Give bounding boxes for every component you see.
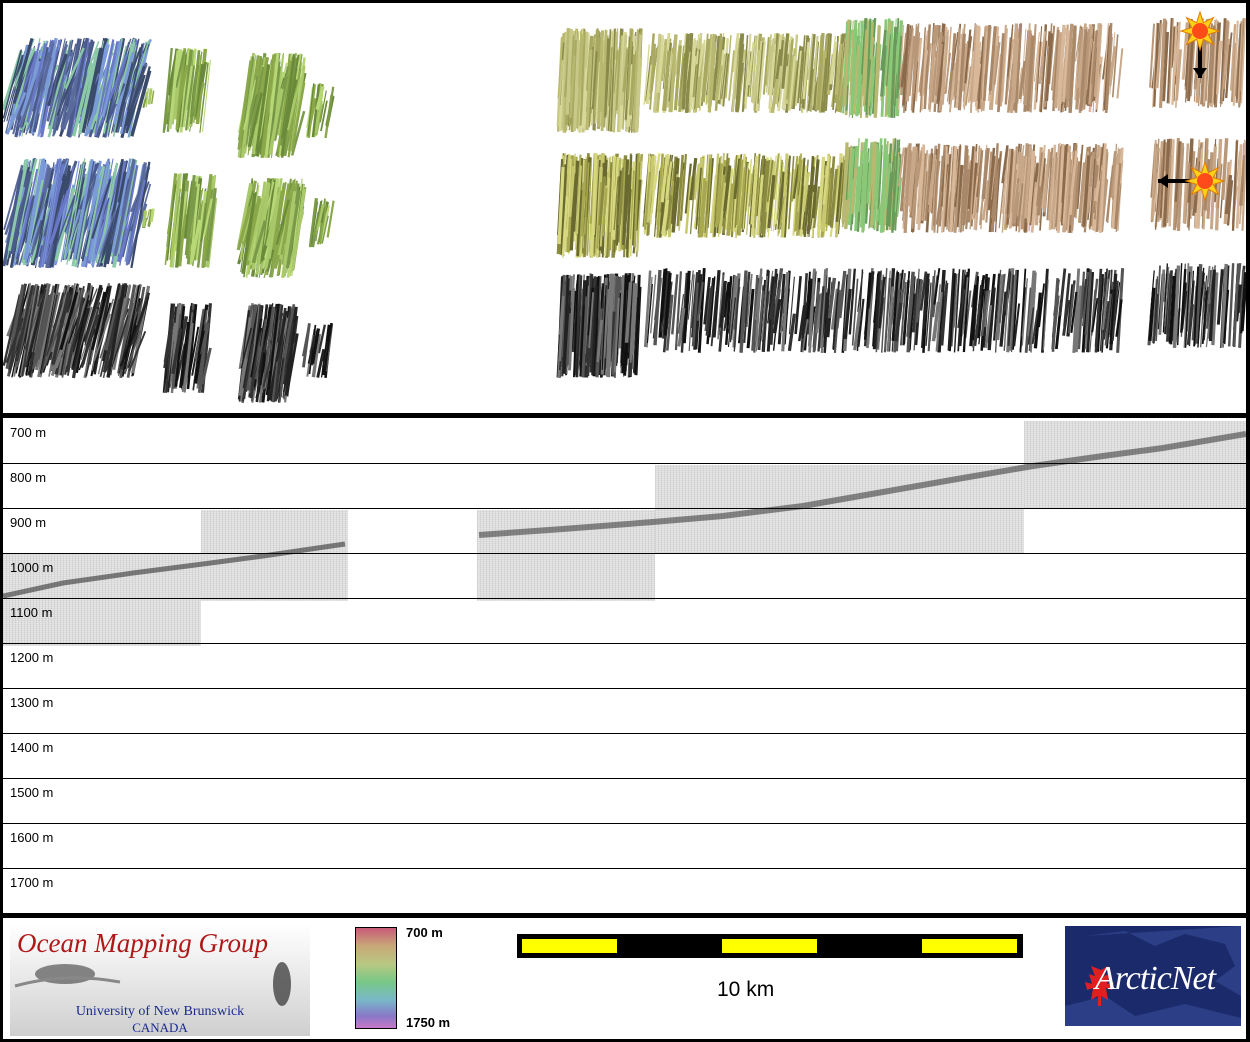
survey-swath [301, 322, 334, 379]
depth-gridline [3, 553, 1246, 554]
depth-label: 1300 m [10, 695, 54, 710]
colorbar-top-label: 700 m [406, 925, 443, 940]
depth-gridline [3, 463, 1246, 464]
survey-swath [556, 273, 642, 378]
survey-swath [1147, 263, 1246, 349]
ocean-mapping-group-logo: Ocean Mapping Group University of New Br… [10, 924, 310, 1036]
depth-label: 1200 m [10, 650, 54, 665]
depth-gridline [3, 508, 1246, 509]
sun-illumination-icon-north [1179, 10, 1221, 52]
survey-swath [164, 173, 218, 269]
sonar-fish-icon [14, 962, 291, 1006]
survey-swath [236, 177, 307, 279]
survey-swath [142, 88, 155, 108]
depth-gridline [3, 823, 1246, 824]
seabed-trace [3, 541, 346, 599]
depth-gridline [3, 688, 1246, 689]
depth-label: 1600 m [10, 830, 54, 845]
survey-swath [3, 37, 152, 139]
survey-swath [643, 267, 1125, 354]
scale-label: 10 km [717, 978, 775, 1001]
depth-label: 1400 m [10, 740, 54, 755]
survey-swath [556, 153, 644, 258]
survey-swath [162, 302, 212, 394]
survey-swath [3, 157, 152, 269]
legend-footer: Ocean Mapping Group University of New Br… [3, 918, 1246, 1039]
depth-label: 800 m [10, 470, 47, 485]
depth-profile-panel: 700 m 800 m 900 m 1000 m 1100 m 1200 m 1300 m 1… [3, 418, 1246, 913]
depth-colorbar [355, 927, 397, 1029]
seabed-profile [3, 431, 1246, 599]
survey-swath [897, 22, 1124, 114]
depth-gridline [3, 733, 1246, 734]
scale-bar [517, 934, 1023, 958]
survey-swath [141, 208, 155, 229]
survey-swath [842, 17, 904, 119]
sun-illumination-icon-east [1184, 160, 1226, 202]
scale-bar-segment [722, 939, 817, 953]
bathymetry-strips [3, 10, 1246, 404]
scale-bar-segment [522, 939, 617, 953]
depth-label: 700 m [10, 425, 47, 440]
depth-gridline [3, 868, 1246, 869]
survey-swath [841, 138, 903, 233]
omg-country: CANADA [132, 1020, 188, 1035]
depth-label: 1700 m [10, 875, 54, 890]
omg-title: Ocean Mapping Group [17, 928, 268, 958]
colorbar-bottom-label: 1750 m [406, 1015, 451, 1030]
depth-gridline [3, 778, 1246, 779]
depth-gridline [3, 598, 1246, 599]
depth-label: 1100 m [10, 605, 53, 620]
survey-swath [308, 197, 335, 248]
omg-university: University of New Brunswick [75, 1004, 245, 1019]
depth-label: 900 m [10, 515, 47, 530]
arcticnet-wordmark: ArcticNet [1095, 960, 1216, 997]
survey-swath [642, 153, 849, 239]
survey-swath [237, 303, 299, 404]
arcticnet-logo: ArcticNet [1065, 926, 1241, 1026]
maple-leaf-icon [1085, 966, 1114, 1006]
depth-gridline [3, 643, 1246, 644]
survey-swath [556, 27, 643, 133]
survey-swath [897, 142, 1124, 234]
survey-swath [643, 32, 849, 114]
survey-swath [237, 52, 307, 159]
survey-swath [305, 82, 335, 139]
seabed-trace [478, 431, 1246, 538]
depth-label: 1500 m [10, 785, 54, 800]
scale-bar-segment [922, 939, 1017, 953]
survey-swath [3, 282, 151, 379]
map-panel [3, 3, 1246, 413]
survey-swath [162, 47, 212, 133]
depth-label: 1000 m [10, 560, 54, 575]
